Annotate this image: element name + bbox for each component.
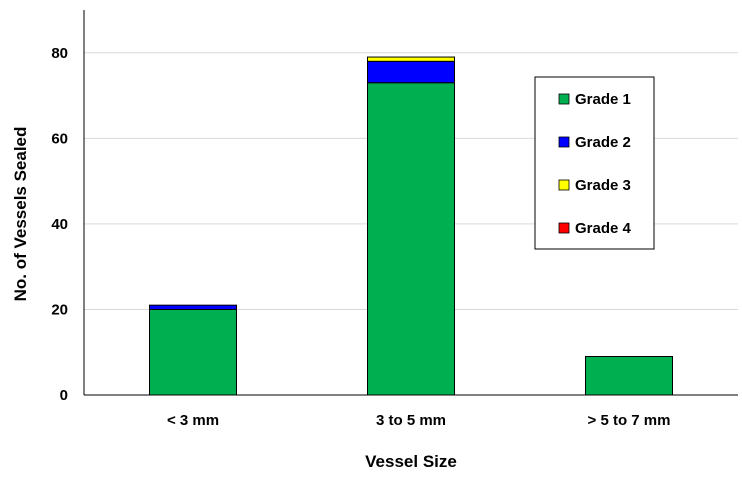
legend: Grade 1 Grade 2 Grade 3 Grade 4 bbox=[534, 76, 655, 250]
y-tick-labels: 0 20 40 60 80 bbox=[51, 45, 68, 404]
bar-segment-grade-1-0 bbox=[149, 308, 237, 396]
y-tick-label: 80 bbox=[51, 45, 68, 62]
x-tick-label: 3 to 5 mm bbox=[376, 412, 446, 429]
bar-segment-grade-2-0 bbox=[149, 304, 237, 310]
bar-segment-grade-1-2 bbox=[585, 356, 673, 396]
legend-swatch-grade-3 bbox=[558, 179, 570, 191]
y-axis-title: No. of Vessels Sealed bbox=[11, 127, 30, 302]
y-tick-label: 0 bbox=[60, 387, 68, 404]
bar-segment-grade-3-1 bbox=[367, 56, 455, 62]
legend-swatch-grade-4 bbox=[558, 222, 570, 234]
legend-label: Grade 2 bbox=[575, 134, 631, 151]
legend-label: Grade 1 bbox=[575, 91, 631, 108]
y-tick-label: 60 bbox=[51, 130, 68, 147]
legend-box bbox=[534, 76, 655, 250]
bars bbox=[149, 56, 673, 396]
y-tick-label: 40 bbox=[51, 216, 68, 233]
legend-label: Grade 4 bbox=[575, 220, 632, 237]
bar-segment-grade-2-1 bbox=[367, 60, 455, 84]
legend-swatch-grade-2 bbox=[558, 136, 570, 148]
legend-swatch-grade-1 bbox=[558, 93, 570, 105]
x-axis-title: Vessel Size bbox=[365, 452, 457, 471]
x-tick-label: < 3 mm bbox=[167, 412, 219, 429]
y-tick-label: 20 bbox=[51, 301, 68, 318]
x-tick-label: > 5 to 7 mm bbox=[588, 412, 671, 429]
bar-segment-grade-1-1 bbox=[367, 82, 455, 396]
x-tick-labels: < 3 mm 3 to 5 mm > 5 to 7 mm bbox=[167, 412, 671, 429]
legend-label: Grade 3 bbox=[575, 177, 631, 194]
